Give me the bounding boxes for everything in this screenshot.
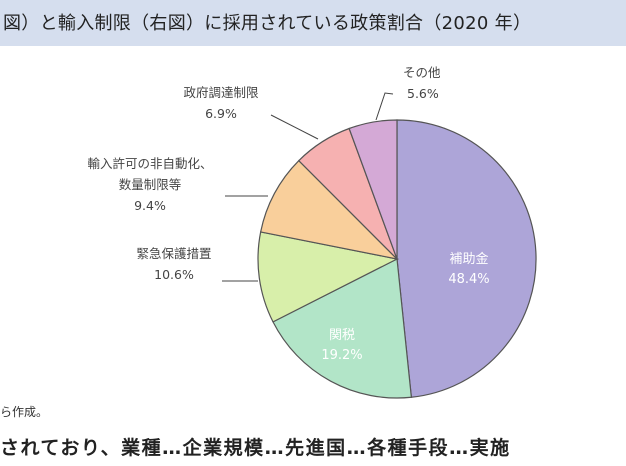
- pie-slice-non-automatic-licensing: [259, 159, 399, 260]
- cut-off-body-text: されており、業種…企業規模…先進国…各種手段…実施: [0, 437, 511, 459]
- slice-label-procurement-restriction: 政府調達制限: [183, 85, 259, 100]
- slice-label-other: その他: [403, 65, 441, 80]
- source-note: ら作成。: [0, 405, 49, 419]
- pie-chart: 補助金 48.4% 関税 19.2% 緊急保護措置 10.6% 輸入許可の非自動化、数量制限…: [87, 65, 537, 399]
- slice-value-subsidy: 48.4%: [448, 272, 489, 287]
- slice-label-non-automatic-licensing-line-2: 数量制限等: [119, 177, 182, 192]
- slice-value-other: 5.6%: [407, 86, 439, 101]
- slice-label-subsidy: 補助金: [449, 251, 488, 267]
- slice-value-tariff: 19.2%: [321, 348, 362, 363]
- pie-slice-other: [348, 119, 398, 260]
- slice-value-non-automatic-licensing: 9.4%: [134, 198, 166, 213]
- slice-label-safeguard: 緊急保護措置: [136, 246, 211, 261]
- leader-line-procurement-restriction: [270, 114, 319, 140]
- pie-slice-subsidy: [396, 119, 537, 398]
- leader-line-other: [375, 92, 394, 121]
- slice-value-safeguard: 10.6%: [154, 267, 194, 282]
- slice-value-procurement-restriction: 6.9%: [205, 106, 237, 121]
- slice-label-tariff: 関税: [329, 328, 355, 343]
- pie-slice-tariff: [272, 258, 413, 399]
- pie-slice-safeguard: [257, 231, 399, 323]
- slice-label-non-automatic-licensing-line-1: 輸入許可の非自動化、: [87, 156, 212, 171]
- title-band: 図）と輸入制限（右図）に採用されている政策割合（2020 年）: [0, 0, 626, 46]
- chart-title: 図）と輸入制限（右図）に採用されている政策割合（2020 年）: [3, 13, 532, 34]
